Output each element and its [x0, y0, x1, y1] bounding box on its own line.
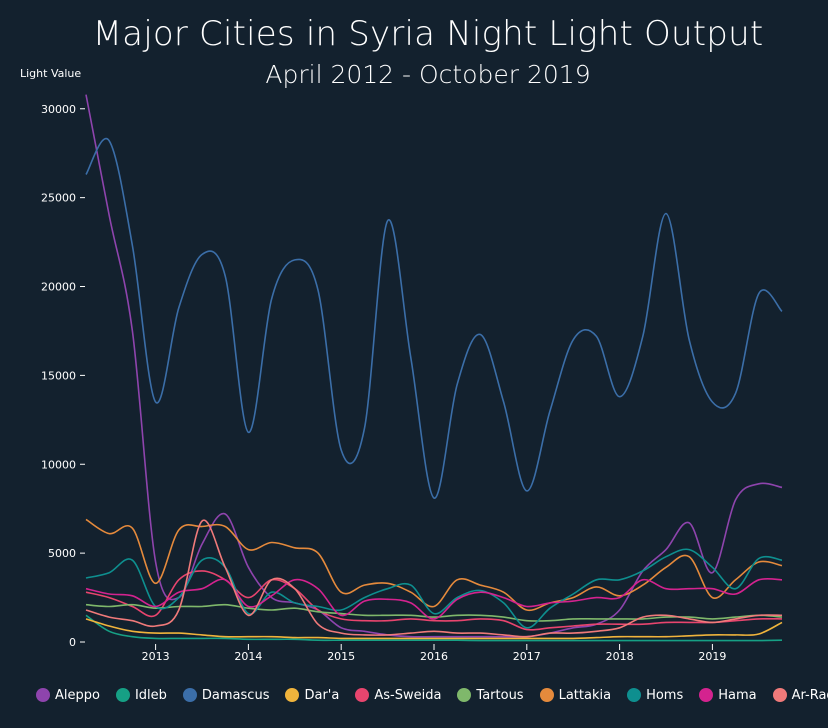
legend-label: Lattakia: [558, 687, 612, 703]
legend-label: Damascus: [201, 687, 270, 703]
legend-item-tartous[interactable]: Tartous: [457, 687, 524, 703]
series-line-aleppo: [85, 94, 783, 638]
legend-item-aleppo[interactable]: Aleppo: [36, 688, 100, 703]
y-tick-label: 25000: [41, 192, 76, 205]
x-tick-label: 2015: [327, 650, 355, 663]
legend-swatch: [539, 688, 554, 702]
legend-label: Idleb: [134, 687, 167, 703]
legend-label: Aleppo: [55, 687, 100, 703]
y-axis-title: Light Value: [20, 67, 81, 80]
x-tick-label: 2017: [513, 650, 541, 663]
legend-swatch: [699, 688, 714, 702]
legend: Aleppo Idleb Damascus Dar'a As-Sweida Tartous…: [36, 684, 828, 706]
x-tick-label: 2014: [234, 650, 262, 663]
y-tick-label: 30000: [41, 103, 76, 116]
y-tick-label: 10000: [41, 458, 76, 471]
series-lines: [85, 94, 783, 642]
legend-item-as-sweida[interactable]: As-Sweida: [355, 688, 441, 703]
legend-label: Homs: [646, 687, 684, 703]
series-line-damascus: [85, 137, 783, 499]
y-tick-label: 15000: [41, 369, 76, 382]
series-line-homs: [85, 548, 783, 629]
legend-label: Ar-Raqqa: [791, 687, 828, 703]
legend-item-hama[interactable]: Hama: [699, 687, 757, 703]
y-axis: 0 5000 10000 15000 20000 25000 30000: [41, 103, 85, 649]
x-tick-label: 2013: [142, 650, 170, 663]
y-tick-label: 0: [69, 636, 76, 649]
y-tick-label: 5000: [48, 547, 76, 560]
series-line-tartous: [85, 603, 783, 622]
series-line-lattakia: [85, 518, 783, 612]
legend-item-ar-raqqa[interactable]: Ar-Raqqa: [772, 687, 828, 703]
legend-swatch: [285, 688, 300, 702]
legend-label: Tartous: [476, 687, 524, 703]
legend-label: As-Sweida: [374, 687, 442, 703]
series-line-ar-raqqa: [85, 519, 783, 638]
line-chart: Light Value 0 5000 10000 15000 20000 25000 300…: [20, 67, 783, 663]
series-line-dar-a: [85, 618, 783, 640]
legend-item-homs[interactable]: Homs: [627, 688, 683, 703]
x-tick-label: 2018: [606, 650, 634, 663]
legend-label: Hama: [718, 687, 757, 703]
legend-swatch: [355, 688, 370, 702]
y-tick-label: 20000: [41, 281, 76, 294]
x-axis: 2013 2014 2015 2016 2017 2018 2019: [142, 644, 726, 663]
series-line-idleb: [85, 614, 783, 642]
legend-swatch: [36, 688, 50, 702]
chart-subtitle: April 2012 - October 2019: [265, 60, 591, 89]
legend-swatch: [115, 688, 130, 702]
series-line-as-sweida: [85, 570, 783, 631]
legend-swatch: [772, 688, 787, 702]
legend-label: Dar'a: [304, 687, 340, 703]
legend-item-damascus[interactable]: Damascus: [182, 687, 270, 703]
chart-title: Major Cities in Syria Night Light Output: [92, 14, 764, 54]
legend-item-idleb[interactable]: Idleb: [115, 687, 167, 703]
x-tick-label: 2016: [420, 650, 448, 663]
legend-item-dar-a[interactable]: Dar'a: [285, 688, 339, 703]
series-line-hama: [85, 577, 783, 620]
legend-item-lattakia[interactable]: Lattakia: [539, 687, 612, 703]
legend-swatch: [457, 688, 472, 702]
x-tick-label: 2019: [698, 650, 726, 663]
legend-swatch: [182, 688, 197, 702]
legend-swatch: [627, 688, 642, 702]
